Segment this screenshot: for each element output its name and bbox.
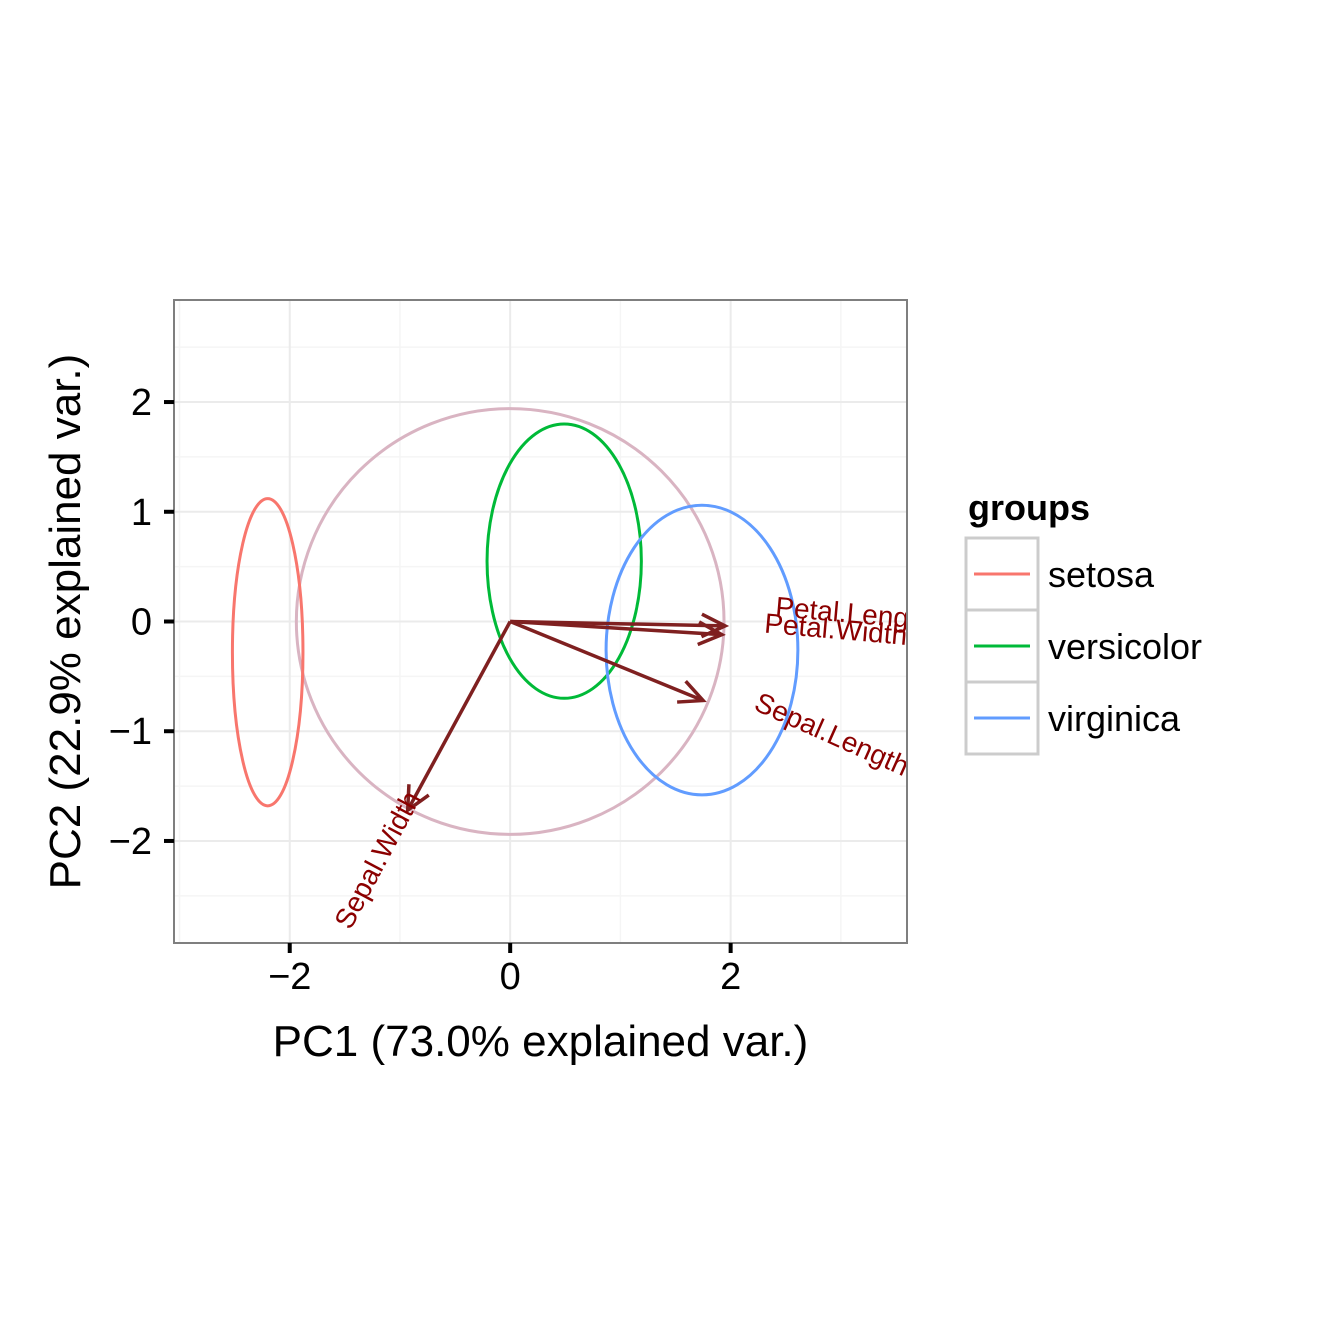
x-axis-ticks: −2 0 2 bbox=[268, 943, 741, 998]
legend-entries: setosa versicolor virginica bbox=[964, 536, 1202, 756]
x-tick-label: −2 bbox=[268, 956, 311, 998]
legend-entry-versicolor: versicolor bbox=[964, 608, 1202, 684]
legend-label: versicolor bbox=[1048, 626, 1202, 667]
y-tick-label: −2 bbox=[109, 821, 152, 863]
plot-content: Petal.LengthPetal.WidthSepal.LengthSepal… bbox=[230, 407, 913, 934]
minor-gridlines bbox=[174, 300, 907, 943]
ellipse-setosa bbox=[230, 497, 305, 808]
y-tick-label: 0 bbox=[131, 602, 152, 644]
ellipse-virginica bbox=[604, 503, 800, 797]
legend: groups setosa versicolor virginica bbox=[964, 487, 1202, 756]
y-tick-label: 1 bbox=[131, 492, 152, 534]
y-tick-label: −1 bbox=[109, 711, 152, 753]
x-axis-title: PC1 (73.0% explained var.) bbox=[273, 1017, 809, 1066]
x-tick-label: 0 bbox=[500, 956, 521, 998]
loading-label-sepal-length: Sepal.Length bbox=[750, 686, 913, 781]
legend-title: groups bbox=[968, 487, 1090, 528]
loading-arrow-petal-width bbox=[510, 619, 726, 647]
legend-label: virginica bbox=[1048, 698, 1181, 739]
loading-arrow-sepal-width bbox=[405, 620, 512, 814]
correlation-circle bbox=[294, 407, 726, 836]
legend-entry-setosa: setosa bbox=[964, 536, 1155, 612]
ellipse-versicolor bbox=[485, 422, 643, 700]
y-axis-title: PC2 (22.9% explained var.) bbox=[41, 354, 90, 890]
y-tick-label: 2 bbox=[131, 382, 152, 424]
loading-label-sepal-width: Sepal.Width bbox=[328, 786, 426, 934]
x-tick-label: 2 bbox=[720, 956, 741, 998]
legend-entry-virginica: virginica bbox=[964, 680, 1181, 756]
y-axis-ticks: −2 −1 0 1 2 bbox=[109, 382, 174, 863]
loading-arrow-sepal-length bbox=[509, 619, 707, 704]
legend-label: setosa bbox=[1048, 554, 1155, 595]
